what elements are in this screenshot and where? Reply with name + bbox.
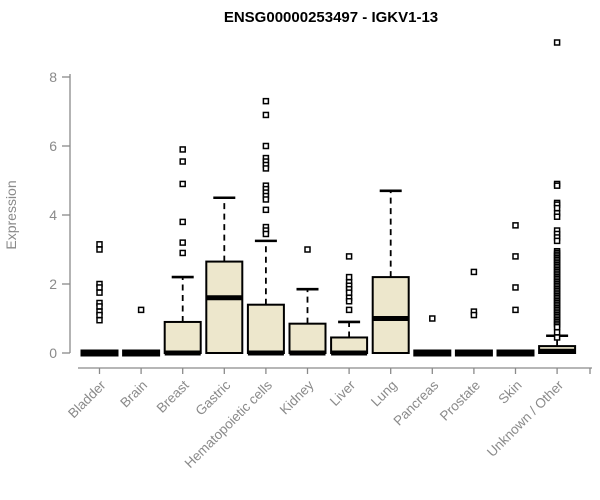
outlier-point bbox=[96, 289, 103, 296]
outlier-point bbox=[179, 239, 186, 246]
outlier-point bbox=[512, 222, 519, 229]
outlier-point bbox=[96, 241, 103, 248]
outlier-point bbox=[553, 39, 561, 46]
outlier-point bbox=[345, 289, 353, 296]
iqr-box bbox=[371, 276, 410, 355]
x-category-label: Lung bbox=[368, 378, 400, 410]
iqr-box bbox=[163, 320, 202, 355]
outlier-point bbox=[345, 273, 353, 281]
x-category-label: Gastric bbox=[193, 377, 234, 418]
boxplot-breast bbox=[163, 146, 202, 356]
zero-median-bar bbox=[122, 349, 161, 357]
outlier-point bbox=[553, 237, 561, 245]
outlier-point bbox=[137, 306, 145, 314]
outlier-point bbox=[553, 182, 561, 189]
outlier-point bbox=[345, 298, 353, 305]
outlier-point bbox=[179, 218, 186, 226]
zero-median-bar bbox=[454, 349, 493, 357]
outlier-point bbox=[96, 284, 103, 291]
outlier-point bbox=[179, 146, 186, 153]
outlier-point bbox=[553, 213, 561, 220]
outlier-point bbox=[179, 249, 186, 257]
boxplot-prostate bbox=[454, 268, 493, 357]
y-tick-label: 2 bbox=[49, 276, 57, 292]
x-category-label: Brain bbox=[117, 378, 150, 411]
iqr-box bbox=[288, 322, 327, 354]
outlier-point bbox=[96, 246, 103, 253]
x-category-label: Breast bbox=[154, 377, 192, 415]
outlier-point bbox=[96, 303, 103, 310]
outlier-point bbox=[96, 311, 103, 319]
x-category-label: Pancreas bbox=[390, 377, 441, 428]
outlier-point bbox=[553, 334, 561, 341]
boxplot-unknown-other bbox=[538, 39, 577, 355]
y-tick-label: 0 bbox=[49, 345, 57, 361]
outlier-point bbox=[262, 206, 270, 214]
outlier-point bbox=[470, 311, 478, 319]
x-category-label: Unknown / Other bbox=[484, 377, 567, 460]
outlier-point bbox=[96, 316, 103, 324]
y-tick-label: 8 bbox=[49, 69, 57, 85]
outlier-point bbox=[553, 204, 561, 212]
outlier-point bbox=[262, 111, 270, 119]
y-axis-label: Expression bbox=[3, 180, 19, 249]
outlier-point bbox=[262, 165, 270, 172]
boxplot-brain bbox=[122, 306, 161, 357]
chart-title: ENSG00000253497 - IGKV1-13 bbox=[224, 9, 438, 26]
boxplot-lung bbox=[371, 189, 410, 355]
outlier-point bbox=[470, 268, 478, 276]
outlier-point bbox=[345, 253, 353, 260]
iqr-box bbox=[205, 260, 244, 355]
outlier-point bbox=[179, 180, 186, 188]
x-category-label: Skin bbox=[495, 378, 524, 407]
x-category-label: Kidney bbox=[277, 377, 317, 417]
boxplot-skin bbox=[496, 222, 535, 357]
boxplot-liver bbox=[330, 253, 369, 356]
boxplot-kidney bbox=[288, 246, 327, 356]
outlier-point bbox=[345, 306, 353, 314]
outlier-point bbox=[262, 97, 270, 105]
boxplot-gastric bbox=[205, 196, 244, 355]
boxplot-bladder bbox=[80, 241, 119, 357]
outlier-point bbox=[304, 246, 311, 253]
outlier-point bbox=[262, 142, 270, 150]
outlier-point bbox=[553, 323, 561, 331]
outlier-point bbox=[512, 253, 519, 260]
boxplot-pancreas bbox=[413, 315, 452, 357]
outlier-point bbox=[512, 306, 519, 314]
boxplot-hematopoietic-cells bbox=[246, 97, 285, 356]
y-tick-label: 4 bbox=[49, 207, 57, 223]
outlier-point bbox=[262, 196, 270, 203]
iqr-box bbox=[246, 303, 285, 355]
zero-median-bar bbox=[496, 349, 535, 357]
outlier-point bbox=[179, 158, 186, 165]
x-category-label: Bladder bbox=[65, 377, 109, 421]
x-category-label: Liver bbox=[327, 377, 359, 409]
zero-median-bar bbox=[413, 349, 452, 357]
zero-median-bar bbox=[80, 349, 119, 357]
outlier-point bbox=[429, 315, 436, 322]
x-category-label: Prostate bbox=[437, 378, 483, 424]
outlier-point bbox=[512, 284, 519, 291]
outlier-point bbox=[262, 230, 270, 238]
outlier-point bbox=[553, 329, 561, 336]
y-tick-label: 6 bbox=[49, 138, 57, 154]
